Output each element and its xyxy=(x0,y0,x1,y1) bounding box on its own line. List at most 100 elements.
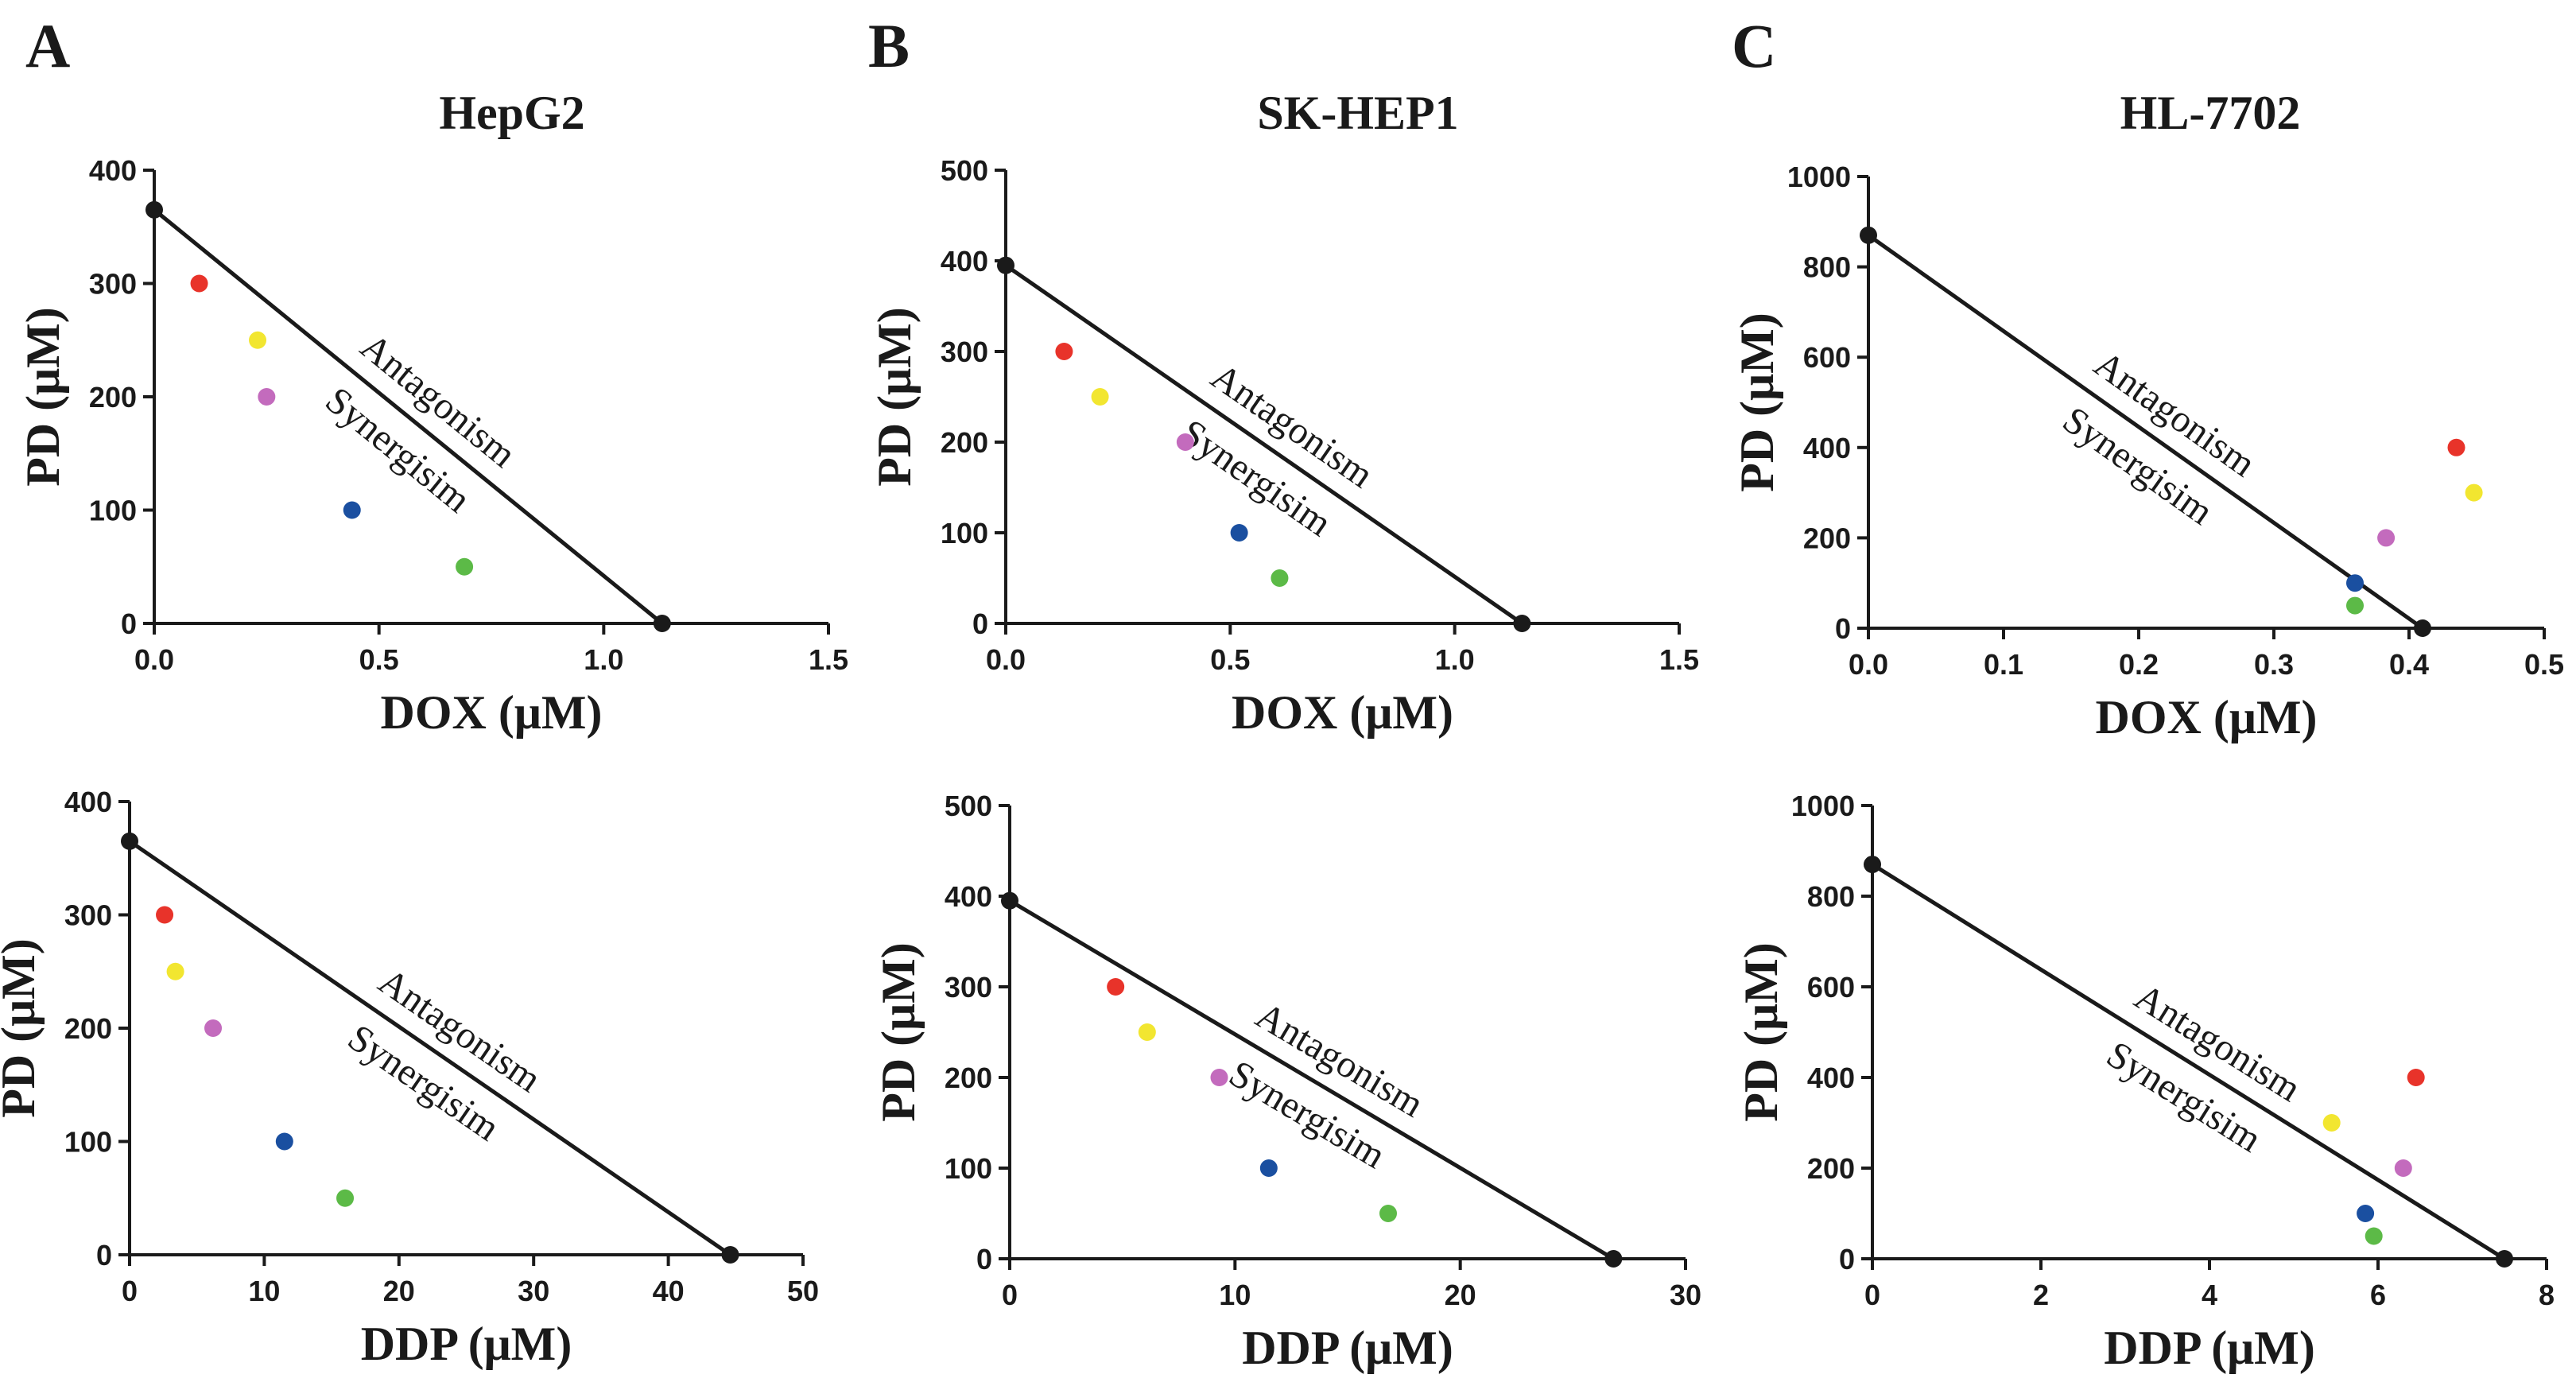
y-tick-label: 100 xyxy=(89,495,137,527)
chart-hl-7702-dox: 0.0 0.1 0.2 0.3 0.4 0.5 0 200 400 600 800 1000 DOX (… xyxy=(1731,161,2564,743)
x-tick-label: 20 xyxy=(1445,1279,1476,1311)
x-axis-label: DOX (μM) xyxy=(2096,691,2318,743)
panel-letter-b: B xyxy=(868,11,910,80)
isobole-line xyxy=(128,839,731,1257)
y-axis-label: PD (μM) xyxy=(868,307,921,487)
y-tick-label: 500 xyxy=(945,790,992,822)
isobole-line xyxy=(1008,899,1615,1261)
combination-point xyxy=(1107,978,1125,996)
x-tick-label: 2 xyxy=(2033,1279,2049,1311)
combination-point xyxy=(1379,1205,1397,1222)
chart-sk-hep1-dox: 0.0 0.5 1.0 1.5 0 100 200 300 400 500 DOX (μM) PD (… xyxy=(868,154,1699,739)
y-tick-label: 800 xyxy=(1807,880,1855,913)
x-tick-label: 30 xyxy=(1670,1279,1701,1311)
x-axis-label: DDP (μM) xyxy=(2104,1322,2315,1374)
combination-point xyxy=(2346,574,2364,592)
y-tick-label: 300 xyxy=(945,971,992,1004)
combination-point xyxy=(2365,1227,2383,1245)
x-tick-label: 1.5 xyxy=(1659,643,1699,676)
x-tick-label: 10 xyxy=(1219,1279,1251,1311)
combination-point xyxy=(1091,388,1109,406)
isobole-endpoint-y xyxy=(1860,226,1877,244)
y-tick-label: 300 xyxy=(941,336,988,368)
x-tick-label: 0.3 xyxy=(2254,648,2294,681)
y-tick-label: 300 xyxy=(89,268,137,301)
x-tick-label: 1.0 xyxy=(1435,643,1475,676)
y-tick-label: 0 xyxy=(121,608,137,640)
x-tick-label: 30 xyxy=(518,1275,549,1307)
cell-line-title-hl-7702: HL-7702 xyxy=(2120,87,2301,139)
combination-point xyxy=(1271,569,1289,587)
x-tick-label: 0 xyxy=(1002,1279,1018,1311)
y-tick-label: 1000 xyxy=(1787,161,1851,193)
x-tick-label: 0.5 xyxy=(359,643,399,676)
y-tick-label: 0 xyxy=(96,1239,112,1271)
x-tick-label: 1.0 xyxy=(584,643,623,676)
combination-point xyxy=(2346,596,2364,615)
x-axis-label: DDP (μM) xyxy=(361,1318,572,1370)
x-tick-label: 10 xyxy=(248,1275,280,1307)
isobole-endpoint-x xyxy=(2496,1250,2513,1268)
isobole-endpoint-y xyxy=(121,832,138,850)
y-tick-label: 200 xyxy=(945,1062,992,1094)
combination-point xyxy=(2407,1069,2425,1086)
isobole-endpoint-x xyxy=(1604,1250,1623,1268)
combination-point xyxy=(190,274,208,293)
y-tick-label: 200 xyxy=(941,426,988,459)
x-tick-label: 0 xyxy=(1864,1279,1880,1311)
isobole-endpoint-x xyxy=(721,1246,739,1264)
y-tick-label: 400 xyxy=(64,786,112,818)
y-tick-label: 0 xyxy=(972,608,988,640)
y-tick-label: 600 xyxy=(1803,341,1851,374)
isobole-endpoint-y xyxy=(1864,856,1881,874)
isobole-line xyxy=(1867,233,2424,631)
y-tick-label: 500 xyxy=(941,154,988,187)
y-tick-label: 400 xyxy=(1803,432,1851,464)
isobole-line xyxy=(1004,263,1523,626)
chart-hepg2-dox: 0.0 0.5 1.0 1.5 0 100 200 300 400 DOX (μM) PD (μM)… xyxy=(17,154,848,739)
combination-point xyxy=(1176,433,1194,451)
y-tick-label: 300 xyxy=(64,899,112,932)
x-tick-label: 0.0 xyxy=(986,643,1026,676)
combination-point xyxy=(2447,438,2465,456)
isobole-line xyxy=(153,208,664,625)
combination-point xyxy=(2394,1159,2412,1177)
x-tick-label: 1.5 xyxy=(809,643,848,676)
combination-point xyxy=(275,1132,293,1151)
y-tick-label: 400 xyxy=(89,154,137,187)
x-axis-label: DOX (μM) xyxy=(1232,686,1453,739)
x-tick-label: 40 xyxy=(653,1275,685,1307)
combination-point xyxy=(2357,1205,2375,1222)
x-tick-label: 0.0 xyxy=(134,643,174,676)
combination-point xyxy=(166,962,184,980)
isobole-endpoint-x xyxy=(2414,619,2431,637)
combination-point xyxy=(456,557,474,576)
y-tick-label: 100 xyxy=(64,1126,112,1159)
combination-point xyxy=(336,1189,355,1207)
isobole-line xyxy=(1871,862,2506,1261)
x-tick-label: 50 xyxy=(787,1275,819,1307)
y-tick-label: 0 xyxy=(1839,1243,1855,1275)
y-axis-label: PD (μM) xyxy=(1731,313,1783,492)
cell-line-title-sk-hep1: SK-HEP1 xyxy=(1257,87,1458,139)
x-tick-label: 8 xyxy=(2539,1279,2555,1311)
isobole-endpoint-y xyxy=(997,256,1014,274)
y-tick-label: 200 xyxy=(89,381,137,413)
isobole-endpoint-x xyxy=(653,615,671,632)
isobole-endpoint-y xyxy=(1001,891,1018,910)
isobole-endpoint-x xyxy=(1513,615,1531,632)
combination-point xyxy=(343,501,361,519)
y-tick-label: 200 xyxy=(1803,522,1851,554)
panel-letter-c: C xyxy=(1732,11,1776,80)
y-tick-label: 400 xyxy=(1807,1062,1855,1094)
y-tick-label: 400 xyxy=(945,880,992,913)
y-tick-label: 1000 xyxy=(1791,790,1855,822)
x-tick-label: 0.5 xyxy=(1210,643,1250,676)
y-tick-label: 100 xyxy=(945,1152,992,1185)
x-tick-label: 0.1 xyxy=(1984,648,2023,681)
combination-point xyxy=(258,388,276,406)
combination-point xyxy=(249,331,267,349)
x-tick-label: 6 xyxy=(2370,1279,2386,1311)
